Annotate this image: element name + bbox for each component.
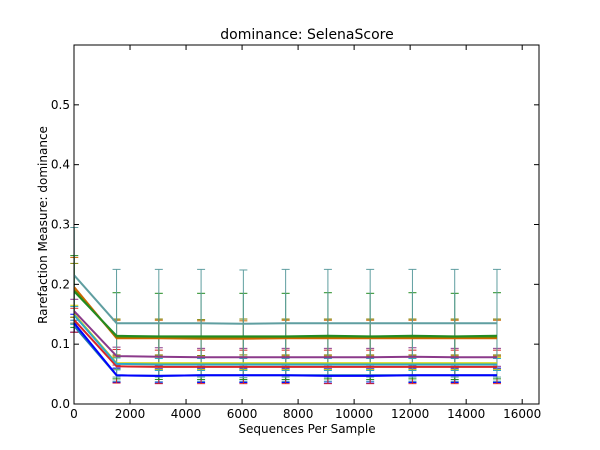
x-axis-label: Sequences Per Sample [238, 422, 375, 436]
chart-title: dominance: SelenaScore [220, 27, 393, 43]
x-tick-label: 6000 [227, 407, 258, 421]
x-tick-label: 2000 [115, 407, 146, 421]
x-tick-label: 8000 [283, 407, 314, 421]
x-tick-label: 14000 [447, 407, 485, 421]
plot-frame [73, 44, 540, 405]
axis-ticks: 0 2000 4000 6000 8000 10000 12000 14000 16000 0.0… [51, 45, 541, 421]
y-tick-label: 0.3 [51, 218, 70, 232]
series-9-line [73, 274, 497, 325]
series-2-line [73, 319, 497, 368]
series-8-line [73, 290, 498, 338]
series-5-line [73, 310, 497, 359]
series-9-errorbars [70, 226, 501, 379]
x-tick-label: 12000 [391, 407, 429, 421]
series-4-line [73, 314, 497, 366]
series-1-line [73, 322, 497, 377]
x-tick-label: 10000 [335, 407, 373, 421]
x-tick-label: 4000 [171, 407, 202, 421]
y-tick-label: 0.0 [51, 397, 70, 411]
y-tick-label: 0.2 [51, 277, 70, 291]
y-tick-label: 0.4 [51, 158, 70, 172]
x-tick-label: 0 [70, 407, 78, 421]
x-tick-label: 16000 [503, 407, 541, 421]
plot-area [70, 226, 501, 385]
y-tick-label: 0.1 [51, 337, 70, 351]
series-6-line [73, 286, 497, 340]
y-tick-label: 0.5 [51, 98, 70, 112]
y-axis-label: Rarefaction Measure: dominance [36, 126, 50, 324]
